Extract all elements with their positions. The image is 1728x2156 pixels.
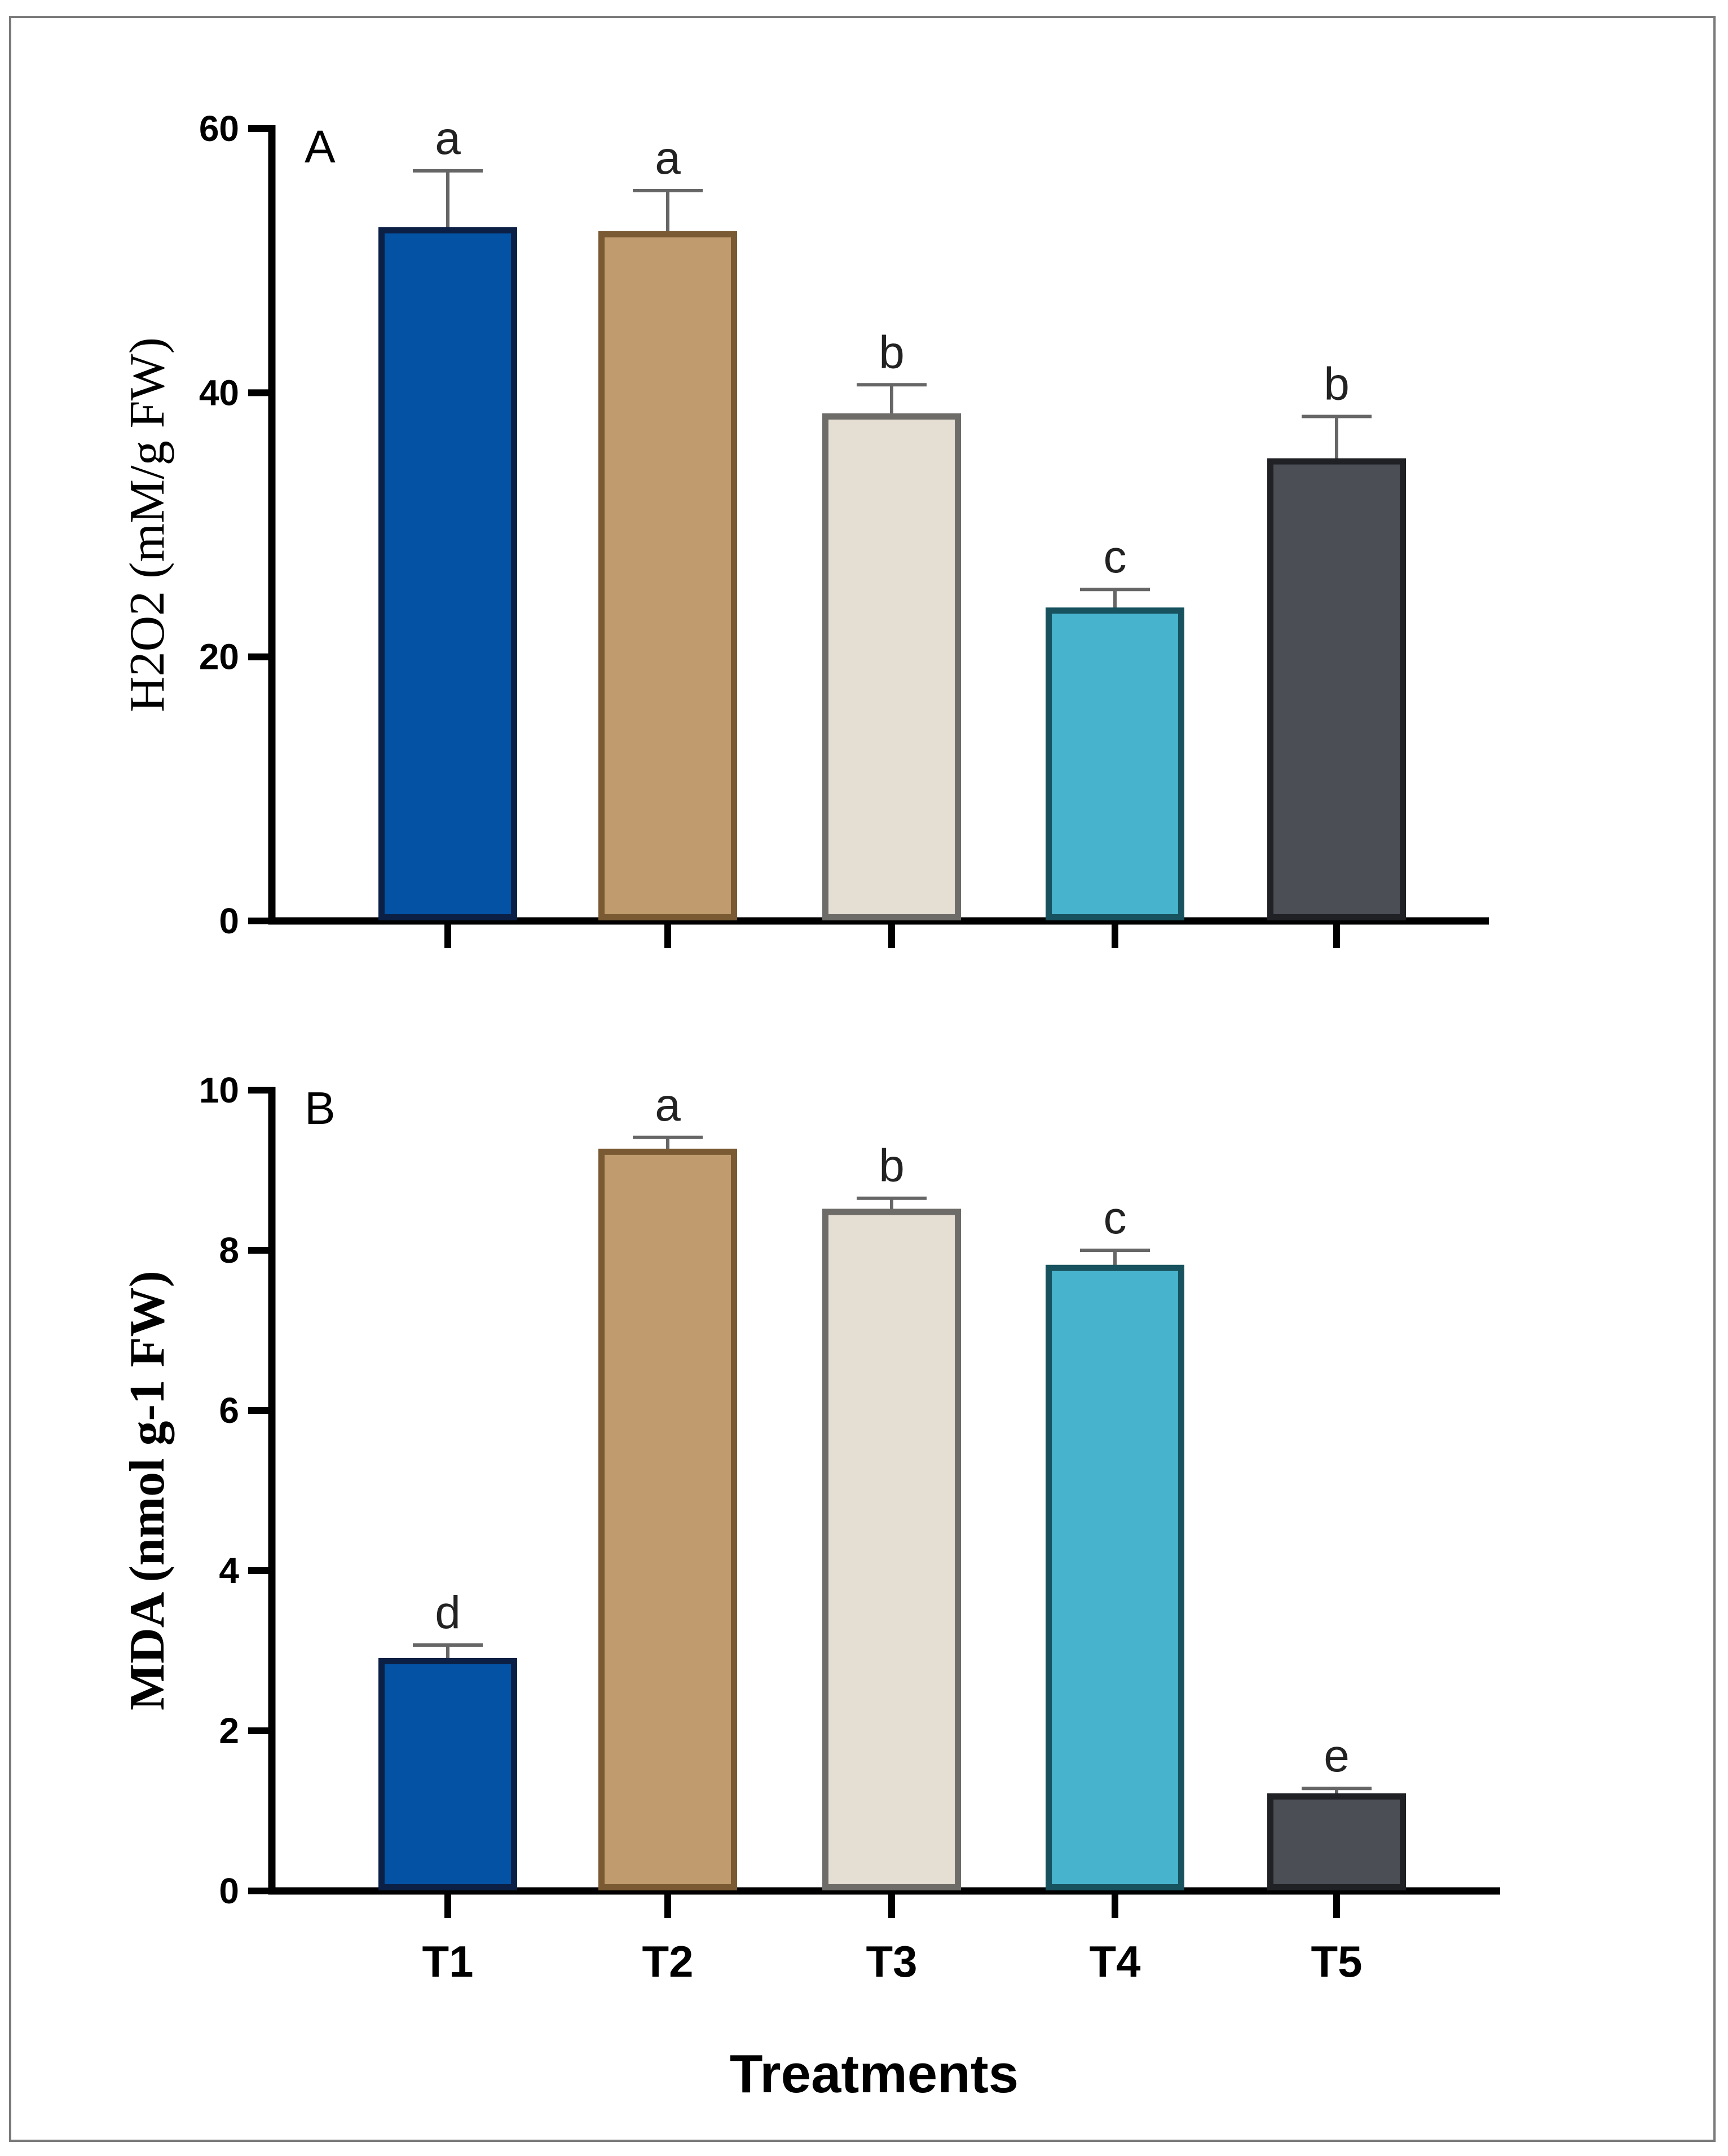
panel-label: B xyxy=(305,1083,336,1134)
bar-t3 xyxy=(822,1209,961,1891)
significance-label: e xyxy=(1324,1730,1350,1782)
y-tick-label: 2 xyxy=(219,1710,239,1751)
y-tick-label: 0 xyxy=(219,1871,239,1911)
bar-t4 xyxy=(1046,1264,1184,1890)
y-tick-label: 40 xyxy=(199,372,239,413)
x-axis-title: Treatments xyxy=(730,2044,1019,2104)
y-tick-label: 8 xyxy=(219,1230,239,1271)
significance-label: d xyxy=(435,1587,461,1638)
significance-label: a xyxy=(435,113,461,164)
x-tick-label: T2 xyxy=(642,1937,693,1986)
y-axis-title: MDA (nmol g-1 FW) xyxy=(120,1271,175,1710)
x-tick-label: T1 xyxy=(422,1937,473,1986)
x-tick-label: T3 xyxy=(866,1937,917,1986)
bar-t1 xyxy=(378,1657,517,1890)
y-tick-label: 10 xyxy=(199,1070,239,1110)
bar-t1 xyxy=(378,227,517,920)
bar-t5 xyxy=(1267,1793,1406,1890)
bar-t2 xyxy=(598,1148,737,1890)
bar-t4 xyxy=(1046,607,1184,921)
significance-label: b xyxy=(1324,358,1350,409)
bar-t2 xyxy=(598,231,737,920)
figure-canvas: 0 20 40 60 H2O2 (mM/g FW) A a a b c b 0 2 4 6 8 10 MDA (n… xyxy=(120,108,1500,2104)
bar-t5 xyxy=(1267,458,1406,920)
bar-t3 xyxy=(822,413,961,920)
x-tick-label: T5 xyxy=(1311,1937,1362,1986)
significance-label: c xyxy=(1104,531,1127,583)
y-tick-label: 6 xyxy=(219,1390,239,1431)
panel-label: A xyxy=(305,121,336,173)
significance-label: b xyxy=(879,1140,905,1192)
significance-label: c xyxy=(1104,1192,1127,1244)
y-axis-title: H2O2 (mM/g FW) xyxy=(120,337,175,712)
significance-label: a xyxy=(655,133,681,184)
significance-label: a xyxy=(655,1079,681,1131)
y-tick-label: 20 xyxy=(199,637,239,677)
y-tick-label: 4 xyxy=(219,1550,239,1591)
y-tick-label: 60 xyxy=(199,108,239,149)
y-tick-label: 0 xyxy=(219,901,239,941)
significance-label: b xyxy=(879,327,905,378)
x-tick-label: T4 xyxy=(1089,1937,1140,1986)
